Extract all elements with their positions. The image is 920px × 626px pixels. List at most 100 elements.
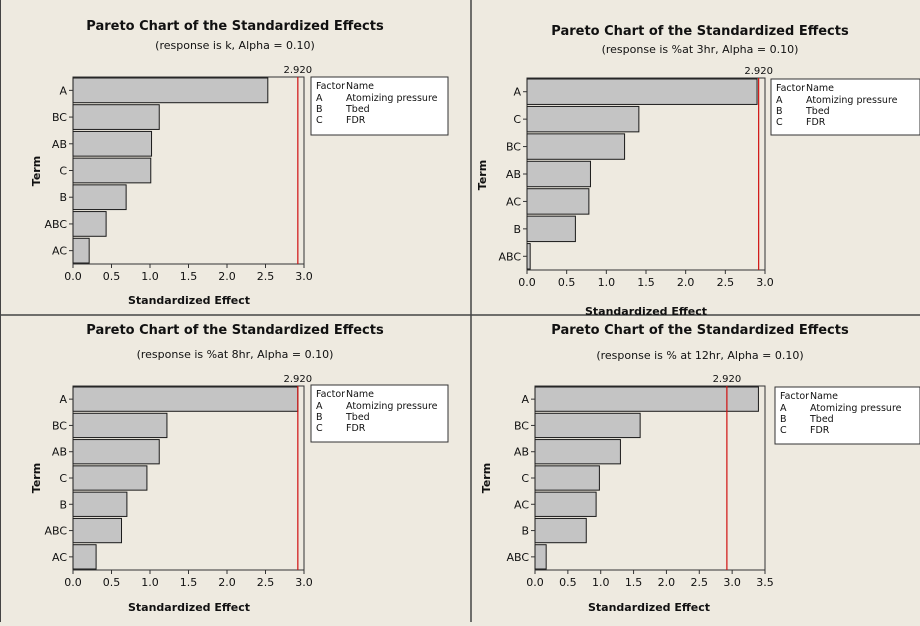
bar-AC	[535, 492, 596, 516]
x-tick-label: 1.0	[141, 270, 159, 283]
legend-factor-A: A	[316, 93, 323, 104]
x-tick-label: 1.0	[598, 276, 616, 289]
y-tick-label-ABC: ABC	[498, 250, 521, 263]
bar-AB	[73, 440, 159, 464]
y-tick-label-A: A	[521, 393, 529, 406]
x-tick-label: 3.0	[756, 276, 774, 289]
y-tick-label-ABC: ABC	[44, 525, 67, 538]
legend-name-B: Tbed	[345, 412, 370, 423]
bar-AC	[73, 238, 89, 263]
bar-BC	[527, 134, 625, 159]
legend-factor-A: A	[780, 403, 787, 414]
legend-header-name: Name	[806, 83, 834, 94]
x-tick-label: 0.0	[64, 576, 82, 589]
x-tick-label: 2.0	[658, 576, 676, 589]
bar-A	[73, 387, 298, 411]
legend-header-name: Name	[346, 81, 374, 92]
y-tick-label-C: C	[59, 165, 67, 178]
bar-B	[535, 518, 586, 542]
y-tick-label-C: C	[59, 472, 67, 485]
chart-title: Pareto Chart of the Standardized Effects	[86, 323, 384, 338]
y-tick-label-A: A	[513, 86, 521, 99]
bar-AB	[535, 440, 620, 464]
y-tick-label-ABC: ABC	[506, 551, 529, 564]
reference-line-label: 2.920	[284, 374, 313, 385]
x-tick-label: 0.5	[103, 270, 121, 283]
y-tick-label-AC: AC	[52, 245, 67, 258]
legend-name-A: Atomizing pressure	[346, 93, 438, 104]
legend-factor-B: B	[316, 412, 323, 423]
x-tick-label: 1.5	[625, 576, 643, 589]
y-tick-label-B: B	[513, 223, 521, 236]
bar-BC	[535, 413, 640, 437]
bar-BC	[73, 105, 159, 130]
legend-header-factor: Factor	[316, 81, 345, 92]
x-tick-label: 2.0	[218, 270, 236, 283]
y-axis-label: Term	[30, 156, 43, 186]
y-tick-label-AB: AB	[506, 168, 521, 181]
legend-factor-A: A	[776, 95, 783, 106]
legend-header-name: Name	[810, 391, 838, 402]
x-tick-label: 0.5	[559, 576, 577, 589]
legend-factor-C: C	[316, 115, 323, 126]
y-axis-label: Term	[480, 463, 493, 493]
x-tick-label: 3.0	[295, 270, 313, 283]
legend-factor-C: C	[316, 423, 323, 434]
legend-name-A: Atomizing pressure	[810, 403, 902, 414]
legend-header-name: Name	[346, 389, 374, 400]
y-tick-label-BC: BC	[506, 141, 521, 154]
y-tick-label-A: A	[59, 393, 67, 406]
factor-legend: Factor Name A Atomizing pressure B Tbed C FDR	[775, 387, 920, 444]
x-tick-label: 0.0	[526, 576, 544, 589]
x-tick-label: 0.0	[518, 276, 536, 289]
y-tick-label-B: B	[59, 498, 67, 511]
x-tick-label: 2.5	[257, 270, 275, 283]
bar-B	[73, 185, 126, 210]
chart-subtitle: (response is % at 12hr, Alpha = 0.10)	[596, 349, 803, 362]
legend-factor-B: B	[780, 414, 787, 425]
chart-title: Pareto Chart of the Standardized Effects	[551, 24, 849, 39]
y-tick-label-B: B	[59, 191, 67, 204]
x-tick-label: 2.0	[218, 576, 236, 589]
bar-AC	[527, 189, 589, 214]
bar-B	[73, 492, 127, 516]
legend-header-factor: Factor	[316, 389, 345, 400]
chart-subtitle: (response is %at 3hr, Alpha = 0.10)	[602, 43, 799, 56]
x-axis-label: Standardized Effect	[588, 601, 710, 614]
legend-factor-C: C	[780, 425, 787, 436]
x-tick-label: 3.0	[295, 576, 313, 589]
chart-subtitle: (response is %at 8hr, Alpha = 0.10)	[137, 348, 334, 361]
bar-AB	[73, 131, 152, 156]
y-tick-label-AB: AB	[514, 446, 529, 459]
x-tick-label: 0.5	[558, 276, 576, 289]
bar-A	[535, 387, 758, 411]
legend-factor-C: C	[776, 117, 783, 128]
y-tick-label-AB: AB	[52, 446, 67, 459]
legend-name-C: FDR	[346, 423, 366, 434]
reference-line-label: 2.920	[284, 65, 313, 76]
y-tick-label-B: B	[521, 525, 529, 538]
bar-C	[73, 158, 151, 183]
legend-header-factor: Factor	[780, 391, 809, 402]
chart-subtitle: (response is k, Alpha = 0.10)	[155, 39, 315, 52]
reference-line-label: 2.920	[744, 66, 773, 77]
legend-name-B: Tbed	[805, 106, 830, 117]
legend-name-A: Atomizing pressure	[806, 95, 898, 106]
x-tick-label: 1.0	[141, 576, 159, 589]
x-axis-label: Standardized Effect	[585, 305, 707, 318]
legend-header-factor: Factor	[776, 83, 805, 94]
x-tick-label: 1.5	[637, 276, 655, 289]
factor-legend: Factor Name A Atomizing pressure B Tbed C FDR	[771, 79, 920, 135]
x-tick-label: 1.5	[180, 576, 198, 589]
bar-C	[73, 466, 147, 490]
x-tick-label: 0.0	[64, 270, 82, 283]
bar-A	[73, 78, 268, 103]
factor-legend: Factor Name A Atomizing pressure B Tbed C FDR	[311, 385, 448, 442]
chart-title: Pareto Chart of the Standardized Effects	[86, 19, 384, 34]
x-tick-label: 1.0	[592, 576, 610, 589]
y-tick-label-A: A	[59, 84, 67, 97]
bar-ABC	[535, 545, 546, 569]
bar-AB	[527, 161, 590, 186]
x-tick-label: 3.5	[756, 576, 774, 589]
